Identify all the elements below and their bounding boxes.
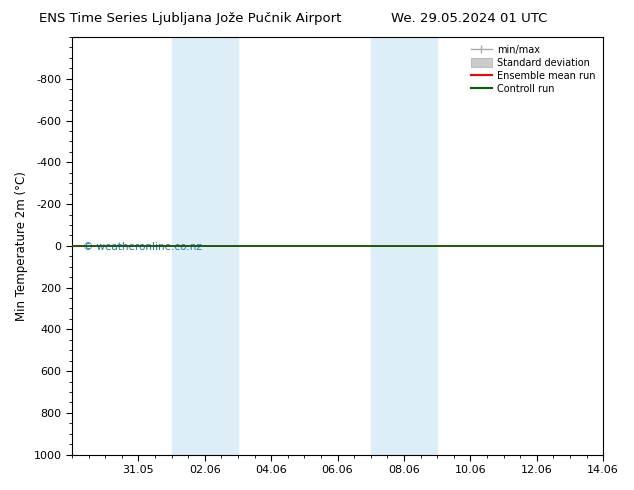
Legend: min/max, Standard deviation, Ensemble mean run, Controll run: min/max, Standard deviation, Ensemble me…	[468, 42, 598, 97]
Bar	[172, 37, 238, 455]
Text: ENS Time Series Ljubljana Jože Pučnik Airport: ENS Time Series Ljubljana Jože Pučnik Ai…	[39, 12, 341, 25]
Text: We. 29.05.2024 01 UTC: We. 29.05.2024 01 UTC	[391, 12, 547, 25]
Text: © weatheronline.co.nz: © weatheronline.co.nz	[82, 242, 202, 252]
Y-axis label: Min Temperature 2m (°C): Min Temperature 2m (°C)	[15, 171, 28, 321]
Bar	[371, 37, 437, 455]
